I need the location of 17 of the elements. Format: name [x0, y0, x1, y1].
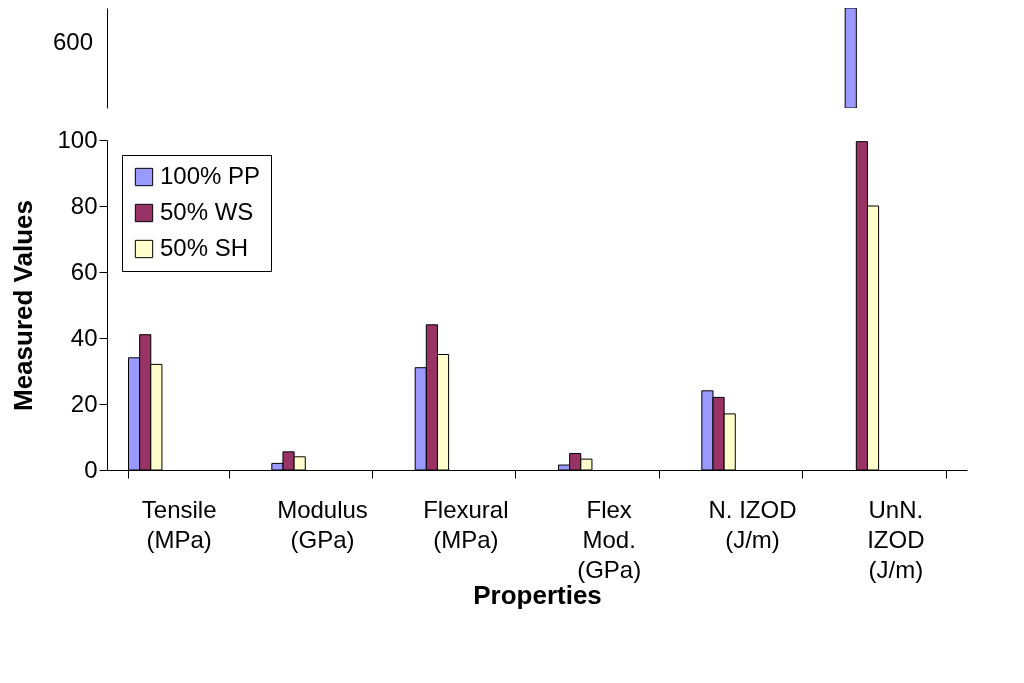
y-axis-title: Measured Values	[8, 200, 39, 411]
text: 600	[52, 28, 93, 55]
y-tick-label: 0	[84, 455, 98, 483]
y-tick-label: 100	[57, 125, 98, 153]
x-tick-label: Modulus (GPa)	[277, 495, 368, 553]
y-tick-label: 60	[70, 257, 98, 285]
x-tick-label: UnN. IZOD (J/m)	[867, 495, 925, 583]
y-tick-label: 80	[70, 191, 98, 219]
x-tick-label: Flex Mod. (GPa)	[577, 495, 642, 583]
legend-label: 50% SH	[160, 234, 249, 261]
y-tick-label: 40	[70, 323, 98, 351]
x-tick-label: N. IZOD (J/m)	[708, 495, 797, 553]
x-tick-label: Flexural (MPa)	[423, 495, 509, 553]
legend-label: 50% WS	[160, 198, 254, 225]
legend-label: 100% PP	[160, 162, 261, 189]
x-tick-label: Tensile (MPa)	[141, 495, 217, 553]
y-tick-label: 20	[70, 389, 98, 417]
